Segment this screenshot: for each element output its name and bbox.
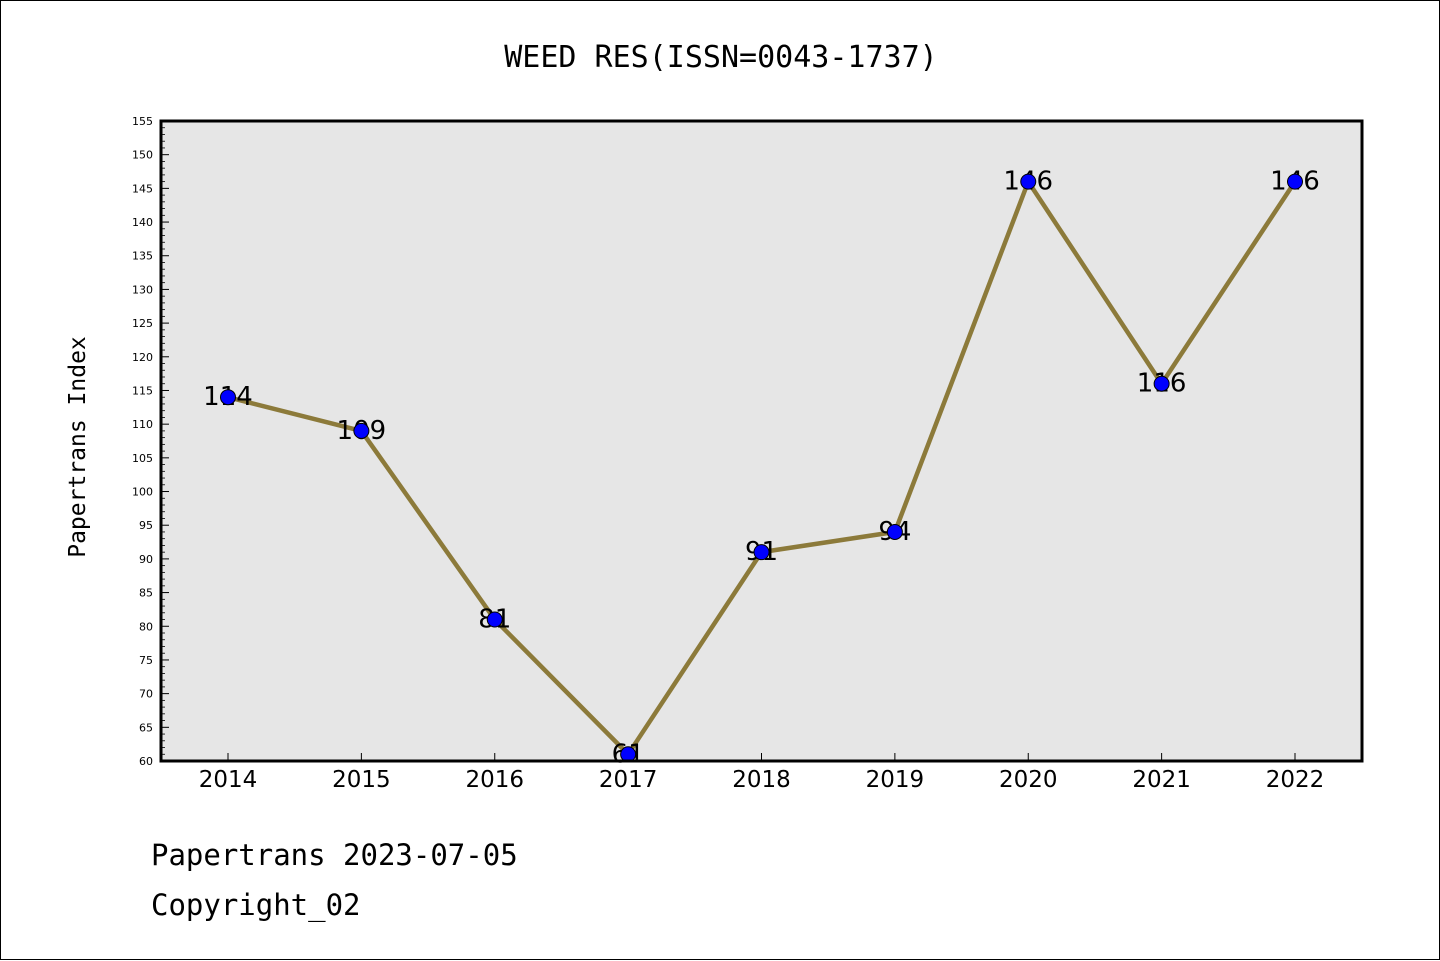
footer-copyright: Copyright_02: [151, 888, 361, 923]
footer-date: Papertrans 2023-07-05: [151, 838, 518, 872]
x-tick-label: 2022: [1266, 767, 1325, 793]
x-tick-label: 2019: [866, 767, 925, 793]
x-tick-label: 2021: [1132, 767, 1191, 793]
x-tick-label: 2015: [332, 767, 391, 793]
x-tick-label: 2016: [465, 767, 524, 793]
data-point: [886, 523, 903, 540]
y-tick-label: 110: [132, 418, 153, 431]
y-tick-label: 60: [139, 755, 153, 768]
x-tick-label: 2020: [999, 767, 1058, 793]
y-tick-label: 135: [132, 250, 153, 263]
x-tick-label: 2017: [599, 767, 658, 793]
y-tick-label: 100: [132, 486, 153, 499]
y-tick-label: 155: [132, 115, 153, 128]
plot-area: [161, 121, 1362, 761]
y-tick-label: 80: [139, 620, 153, 633]
x-tick-label: 2018: [732, 767, 791, 793]
y-tick-label: 125: [132, 317, 153, 330]
y-axis: 60 65 70 75 80 85 90 95 100 105 110 115 120 125 130 135…: [132, 115, 169, 768]
y-tick-label: 120: [132, 351, 153, 364]
y-tick-label: 115: [132, 384, 153, 397]
x-tick-label: 2014: [199, 767, 258, 793]
data-point: [1287, 173, 1303, 190]
data-point: [1153, 375, 1170, 392]
y-tick-label: 130: [132, 283, 153, 296]
y-tick-label: 75: [139, 654, 153, 667]
data-point: [753, 544, 770, 561]
data-point: [353, 422, 370, 439]
y-tick-label: 145: [132, 182, 153, 195]
y-tick-label: 150: [132, 149, 153, 162]
chart-title: WEED RES(ISSN=0043-1737): [504, 40, 937, 75]
y-tick-label: 90: [139, 553, 153, 566]
y-axis-label: Papertrans Index: [65, 336, 91, 558]
y-tick-label: 85: [139, 587, 153, 600]
data-point: [220, 389, 236, 406]
data-point: [486, 611, 503, 628]
data-point: [1020, 173, 1037, 190]
y-tick-label: 95: [139, 519, 153, 532]
y-tick-label: 105: [132, 452, 153, 465]
y-tick-label: 70: [139, 688, 153, 701]
y-tick-label: 140: [132, 216, 153, 229]
x-axis: 2014 2015 2016 2017 2018 2019 2020 2021 2022: [199, 753, 1325, 793]
series: 11410981619194146116146: [203, 167, 1320, 770]
y-tick-label: 65: [139, 721, 153, 734]
plot-border: [159, 119, 1364, 763]
